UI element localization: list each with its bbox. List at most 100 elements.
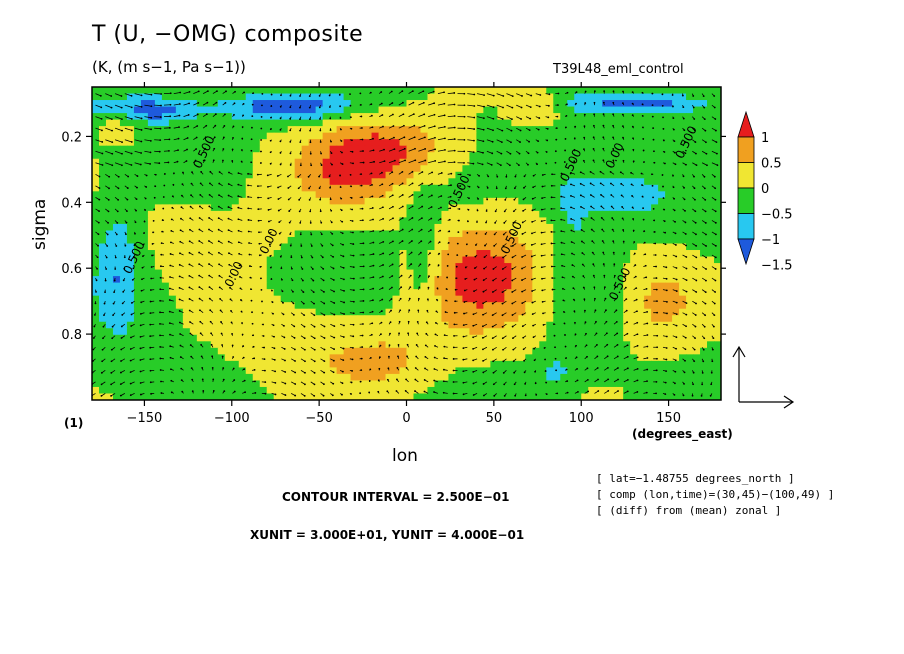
heatmap-cell [476,243,484,251]
heatmap-cell [196,302,205,310]
heatmap-cell [546,223,554,232]
wind-vector-head [188,263,191,266]
heatmap-cell [245,243,254,251]
heatmap-cell [525,184,533,192]
heatmap-cell [630,236,638,245]
heatmap-cell [504,354,512,362]
heatmap-cell [385,191,394,199]
heatmap-cell [105,171,114,179]
heatmap-cell [518,250,526,258]
heatmap-cell [553,315,561,323]
heatmap-cell [707,93,715,101]
heatmap-cell [385,119,394,127]
wind-vector-head [206,101,209,104]
heatmap-cell [623,184,631,192]
wind-vector-head [189,344,192,346]
heatmap-cell [92,132,100,140]
wind-vector-head [110,360,113,363]
heatmap-cell [189,373,198,382]
heatmap-cell [357,100,366,108]
wind-vector-head [123,256,126,259]
heatmap-cell [161,145,170,153]
heatmap-cell [686,315,694,323]
heatmap-cell [448,145,457,153]
heatmap-cell [273,380,282,388]
heatmap-cell [238,230,247,238]
heatmap-cell [553,210,561,219]
heatmap-cell [224,360,233,368]
wind-vector-head [204,147,207,150]
heatmap-cell [329,230,338,238]
heatmap-cell [560,113,568,121]
heatmap-cell [469,223,477,232]
heatmap-cell [210,250,219,258]
heatmap-cell [448,236,457,245]
heatmap-cell [105,152,114,160]
heatmap-cell [518,360,526,368]
heatmap-cell [665,334,673,342]
heatmap-cell [196,100,205,108]
heatmap-cell [105,302,114,310]
heatmap-cell [252,334,261,342]
heatmap-cell [385,100,394,108]
heatmap-cell [588,289,596,297]
heatmap-cell [273,158,282,166]
heatmap-cell [560,276,568,284]
wind-vector-head [127,175,130,178]
heatmap-cell [469,230,477,238]
heatmap-cell [231,282,240,290]
heatmap-cell [539,315,547,323]
heatmap-cell [350,165,359,173]
heatmap-cell [385,295,394,303]
heatmap-cell [567,178,575,186]
heatmap-cell [168,360,177,368]
heatmap-cell [490,373,498,382]
heatmap-cell [210,152,219,160]
heatmap-cell [609,93,617,101]
wind-vector-head [178,275,181,278]
heatmap-cell [616,328,624,336]
heatmap-cell [126,191,135,199]
heatmap-cell [455,367,464,375]
heatmap-cell [630,106,638,114]
heatmap-cell [154,132,163,140]
heatmap-cell [168,113,177,121]
heatmap-cell [182,178,191,186]
heatmap-cell [203,354,212,362]
heatmap-cell [210,380,219,388]
heatmap-cell [378,373,387,382]
heatmap-cell [133,132,142,140]
wind-vector-head [158,162,161,165]
heatmap-cell [203,210,212,219]
heatmap-cell [609,223,617,232]
heatmap-cell [693,341,701,349]
heatmap-cell [693,191,701,199]
heatmap-cell [161,210,170,219]
heatmap-cell [147,341,156,349]
wind-vector-head [136,175,139,177]
heatmap-cell [280,373,289,382]
heatmap-cell [574,269,582,277]
heatmap-cell [700,263,708,271]
heatmap-cell [259,276,268,284]
heatmap-cell [133,223,142,232]
wind-vector [144,127,152,130]
heatmap-cell [497,93,505,101]
heatmap-cell [203,230,212,238]
heatmap-cell [364,93,373,101]
heatmap-cell [497,302,505,310]
heatmap-cell [140,204,149,212]
heatmap-cell [637,295,645,303]
heatmap-cell [259,178,268,186]
heatmap-cell [245,367,254,375]
heatmap-cell [665,191,673,199]
heatmap-cell [189,126,198,134]
heatmap-cell [336,191,345,199]
heatmap-cell [98,178,107,186]
heatmap-cell [644,204,652,212]
heatmap-cell [609,321,617,329]
heatmap-cell [651,373,659,382]
heatmap-cell [147,302,156,310]
heatmap-cell [168,354,177,362]
heatmap-cell [175,321,184,329]
